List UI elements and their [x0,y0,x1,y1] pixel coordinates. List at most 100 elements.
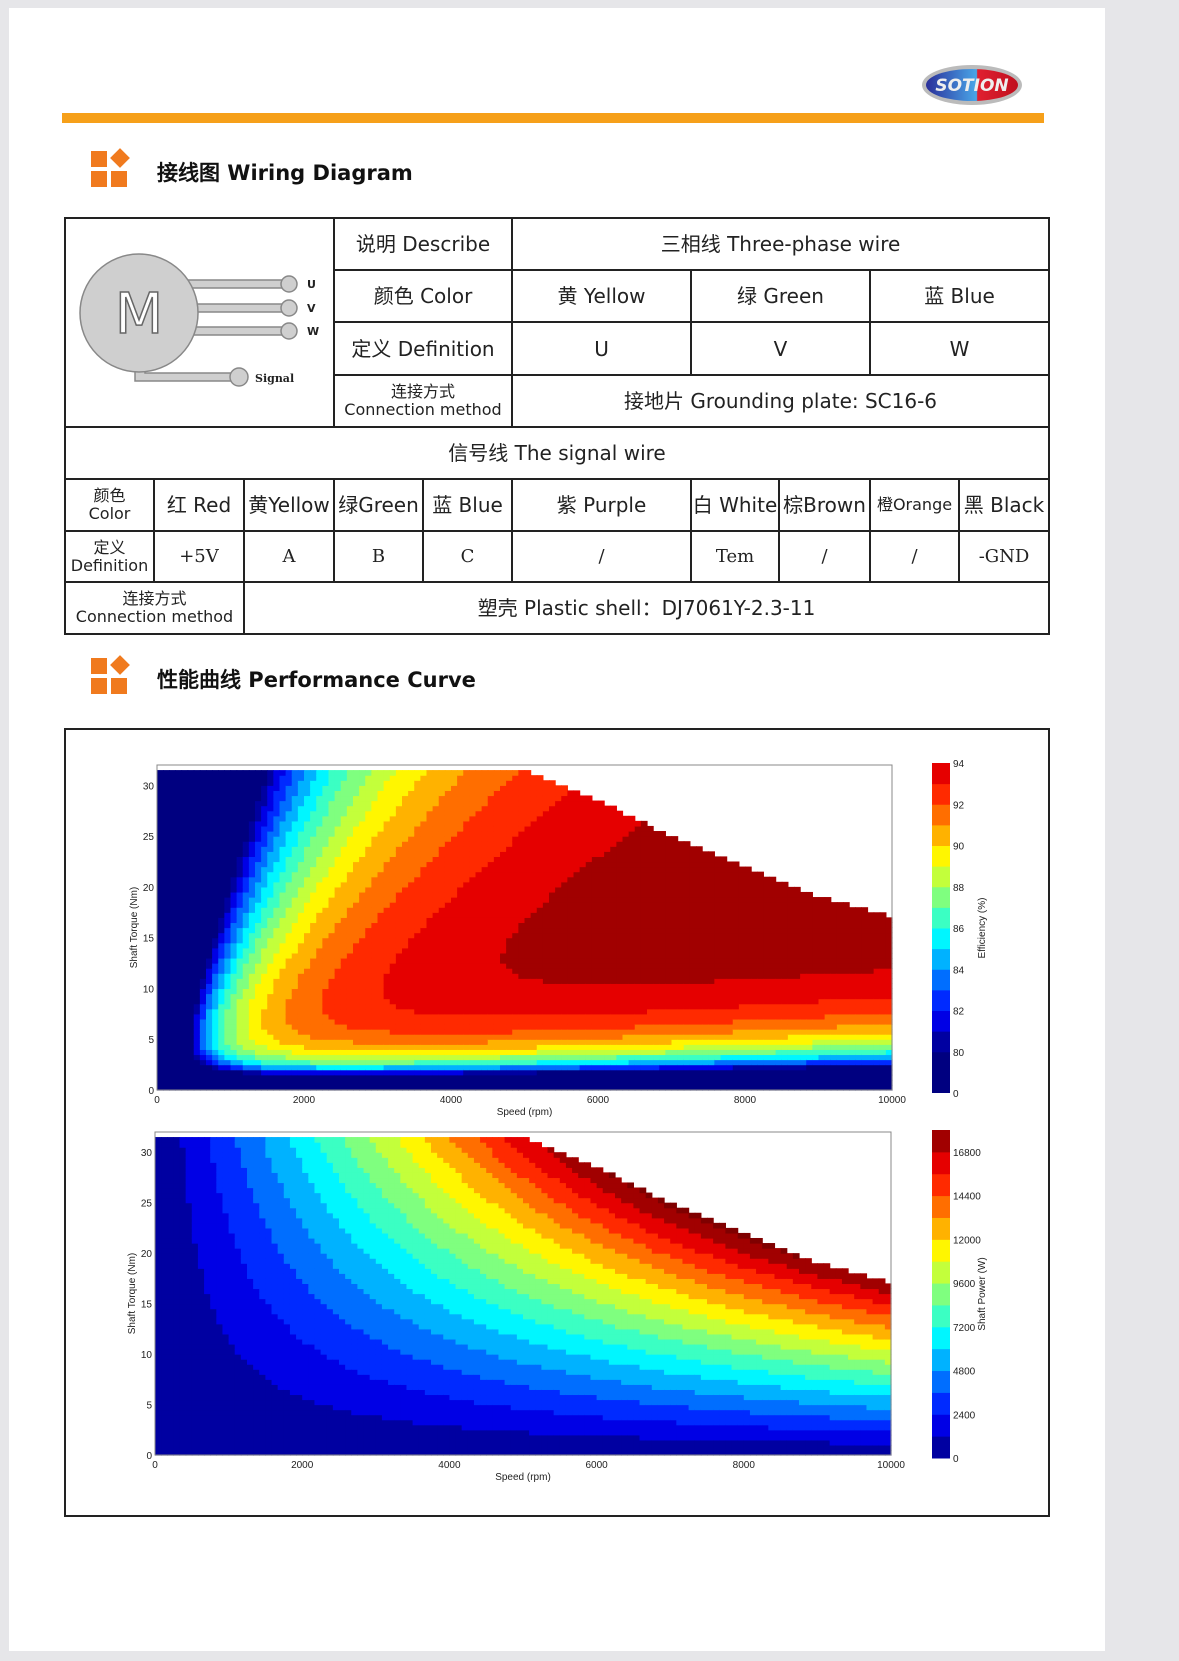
heatmap-cell [506,856,513,863]
heatmap-cell [242,1044,250,1050]
heatmap-cell [359,825,366,832]
heatmap-cell [377,881,385,888]
heatmap-cell [634,1044,642,1050]
heatmap-cell [463,836,470,842]
heatmap-cell [206,795,213,802]
heatmap-cell [199,780,207,786]
heatmap-cell [493,1084,501,1091]
heatmap-cell [304,1029,311,1035]
heatmap-cell [530,1044,538,1050]
heatmap-cell [555,1059,562,1066]
heatmap-cell [420,886,428,893]
heatmap-cell [567,815,575,822]
heatmap-cell [236,805,244,812]
heatmap-cell [616,1023,624,1030]
heatmap-cell [457,1003,464,1010]
heatmap-cell [248,1023,256,1030]
heatmap-cell [359,790,366,797]
heatmap-cell [248,856,256,863]
heatmap-cell [163,871,170,878]
heatmap-cell [346,998,354,1005]
heatmap-cell [469,897,477,903]
heatmap-cell [383,1029,391,1035]
heatmap-cell [549,841,556,847]
heatmap-cell [218,871,225,878]
heatmap-cell [567,1023,575,1030]
heatmap-cell [334,790,342,797]
heatmap-cell [591,805,599,812]
heatmap-cell [561,922,568,929]
heatmap-cell [414,927,421,934]
heatmap-cell [212,866,219,873]
heatmap-cell [218,973,225,979]
heatmap-cell [383,1044,391,1050]
heatmap-cell [561,1023,568,1030]
heatmap-cell [169,785,176,791]
heatmap-cell [518,866,526,873]
heatmap-cell [279,1013,287,1020]
heatmap-cell [493,1044,501,1050]
heatmap-cell [610,836,617,842]
heatmap-cell [297,1018,305,1025]
heatmap-cell [549,998,556,1005]
heatmap-cell [542,800,550,807]
heatmap-cell [218,861,225,868]
heatmap-cell [475,1049,483,1056]
heatmap-cell [585,917,593,924]
heatmap-cell [610,902,617,908]
heatmap-cell [218,825,225,832]
heatmap-cell [261,1084,268,1091]
heatmap-cell [255,795,262,802]
heatmap-cell [598,917,605,924]
heatmap-cell [285,1069,293,1076]
heatmap-cell [267,831,274,837]
heatmap-cell [530,785,538,791]
heatmap-cell [199,866,207,873]
heatmap-cell [230,942,238,949]
heatmap-cell [212,1029,219,1035]
heatmap-cell [224,907,232,913]
heatmap-cell [224,775,232,781]
heatmap-cell [383,1054,391,1061]
heatmap-cell [567,1039,575,1045]
heatmap-cell [591,952,599,959]
heatmap-cell [549,912,556,918]
heatmap-cell [616,907,624,913]
heatmap-cell [163,942,170,949]
heatmap-cell [506,1049,513,1056]
heatmap-cell [518,912,526,918]
heatmap-cell [561,1069,568,1076]
heatmap-cell [585,952,593,959]
heatmap-cell [212,790,219,797]
heatmap-cell [340,871,348,878]
heatmap-cell [291,1018,299,1025]
heatmap-cell [598,968,605,974]
heatmap-cell [279,785,287,791]
heatmap-cell [206,1013,213,1020]
heatmap-cell [549,1023,556,1030]
heatmap-cell [163,957,170,964]
heatmap-cell [316,1008,323,1015]
heatmap-cell [169,790,176,797]
heatmap-cell [383,1039,391,1045]
heatmap-cell [206,1003,213,1010]
heatmap-cell [573,841,581,847]
heatmap-cell [267,805,274,812]
heatmap-cell [291,963,299,969]
heatmap-cell [530,1029,538,1035]
heatmap-cell [469,963,477,969]
heatmap-cell [181,851,189,858]
heatmap-cell [579,810,587,817]
heatmap-cell [438,968,446,974]
heatmap-cell [310,968,317,974]
heatmap-cell [610,856,617,863]
heatmap-cell [206,1018,213,1025]
heatmap-cell [175,815,183,822]
heatmap-cell [598,1018,605,1025]
heatmap-cell [451,907,458,913]
heatmap-cell [273,1018,281,1025]
heatmap-cell [395,820,403,827]
heatmap-cell [395,770,403,776]
heatmap-cell [389,876,397,883]
heatmap-cell [518,988,526,995]
